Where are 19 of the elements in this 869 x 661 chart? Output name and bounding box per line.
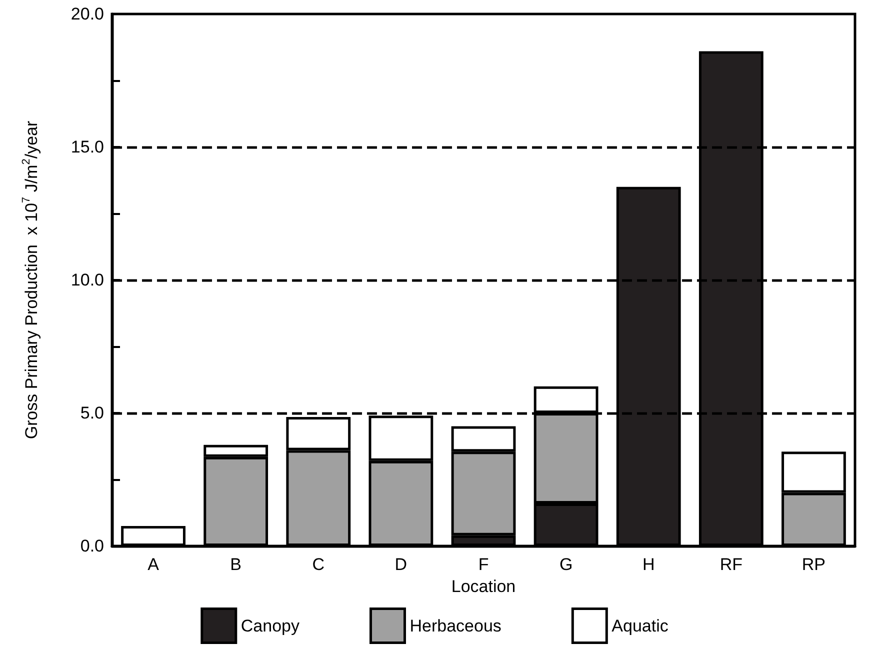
y-tick-label: 20.0 — [70, 4, 104, 24]
x-tick-label: RP — [802, 555, 826, 574]
legend-label: Canopy — [240, 616, 300, 636]
y-tick-label: 5.0 — [80, 404, 104, 422]
legend-label: Herbaceous — [410, 616, 502, 636]
x-tick-label: B — [230, 555, 242, 574]
x-tick-label: F — [478, 555, 489, 574]
x-tick-label: A — [148, 555, 160, 574]
x-tick-label: G — [559, 555, 573, 574]
y-tick-label: 10.0 — [70, 270, 104, 290]
x-tick-label: D — [394, 555, 408, 574]
x-tick-label: H — [642, 555, 655, 574]
y-tick-label: 0.0 — [80, 536, 104, 556]
legend-label: Aquatic — [612, 616, 669, 636]
x-tick-label: RF — [720, 555, 743, 574]
y-tick-label: 15.0 — [70, 138, 104, 156]
x-tick-label: C — [312, 555, 325, 574]
x-axis-title: Location — [451, 576, 516, 596]
y-axis-title: Gross Primary Production x 107 J/m2/year — [20, 120, 41, 440]
